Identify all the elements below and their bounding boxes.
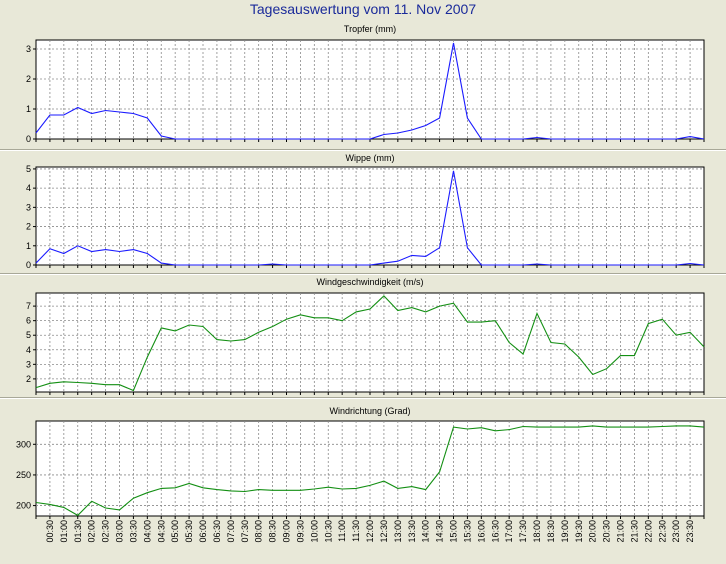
x-tick-label: 12:30: [379, 520, 389, 543]
x-tick-label: 04:00: [142, 520, 152, 543]
x-tick-label: 14:30: [435, 520, 445, 543]
y-tick-label: 1: [26, 104, 31, 114]
chart-title: Tropfer (mm): [344, 24, 396, 34]
x-tick-label: 00:30: [45, 520, 55, 543]
x-tick-label: 10:00: [309, 520, 319, 543]
panel-divider: [0, 397, 726, 399]
x-tick-label: 20:00: [588, 520, 598, 543]
x-tick-label: 18:00: [532, 520, 542, 543]
x-tick-label: 03:00: [115, 520, 125, 543]
x-tick-label: 06:30: [212, 520, 222, 543]
x-tick-label: 18:30: [546, 520, 556, 543]
y-tick-label: 7: [26, 301, 31, 311]
series-line: [35, 425, 705, 517]
y-tick-label: 2: [26, 374, 31, 384]
y-tick-label: 4: [26, 345, 31, 355]
y-tick-label: 200: [16, 501, 31, 511]
x-tick-label: 05:00: [170, 520, 180, 543]
plot-area: [35, 420, 705, 517]
y-tick-label: 1: [26, 241, 31, 251]
y-tick-label: 2: [26, 74, 31, 84]
y-tick-label: 3: [26, 44, 31, 54]
x-tick-label: 04:30: [156, 520, 166, 543]
x-tick-label: 22:00: [643, 520, 653, 543]
x-tick-label: 19:00: [560, 520, 570, 543]
x-tick-label: 02:30: [101, 520, 111, 543]
x-tick-label: 19:30: [574, 520, 584, 543]
x-tick-label: 07:00: [226, 520, 236, 543]
x-tick-label: 05:30: [184, 520, 194, 543]
x-tick-label: 11:00: [337, 520, 347, 542]
x-tick-label: 13:30: [407, 520, 417, 543]
y-tick-label: 3: [26, 202, 31, 212]
x-tick-label: 15:30: [462, 520, 472, 543]
x-tick-label: 13:00: [393, 520, 403, 543]
x-tick-label: 01:30: [73, 520, 83, 543]
chart-title: Windgeschwindigkeit (m/s): [316, 277, 423, 287]
y-tick-label: 300: [16, 439, 31, 449]
chart-title: Wippe (mm): [346, 153, 395, 163]
x-tick-label: 11:30: [351, 520, 361, 542]
x-tick-label: 23:30: [685, 520, 695, 543]
y-tick-label: 2: [26, 222, 31, 232]
x-tick-label: 12:00: [365, 520, 375, 543]
y-tick-label: 6: [26, 316, 31, 326]
x-tick-label: 16:00: [476, 520, 486, 543]
x-tick-label: 03:30: [128, 520, 138, 543]
panel-divider: [0, 149, 726, 151]
x-tick-label: 15:00: [449, 520, 459, 543]
x-tick-label: 08:30: [268, 520, 278, 543]
y-tick-label: 4: [26, 183, 31, 193]
series-line: [35, 295, 705, 392]
x-tick-label: 21:00: [616, 520, 626, 543]
y-tick-label: 5: [26, 330, 31, 340]
x-tick-label: 14:00: [421, 520, 431, 543]
y-tick-label: 0: [26, 134, 31, 144]
series-line: [35, 42, 705, 140]
y-tick-label: 0: [26, 260, 31, 270]
x-tick-label: 10:30: [323, 520, 333, 543]
x-tick-label: 07:30: [240, 520, 250, 543]
chart-title: Windrichtung (Grad): [329, 406, 410, 416]
x-tick-label: 09:00: [282, 520, 292, 543]
x-tick-label: 02:00: [87, 520, 97, 543]
panel-divider: [0, 273, 726, 275]
x-tick-label: 17:30: [518, 520, 528, 543]
x-tick-label: 22:30: [657, 520, 667, 543]
series-line: [35, 170, 705, 266]
y-tick-label: 5: [26, 164, 31, 174]
x-tick-label: 20:30: [602, 520, 612, 543]
x-tick-label: 08:00: [254, 520, 264, 543]
x-tick-label: 21:30: [629, 520, 639, 543]
page-title: Tagesauswertung vom 11. Nov 2007: [249, 1, 477, 17]
x-tick-label: 16:30: [490, 520, 500, 543]
y-tick-label: 250: [16, 470, 31, 480]
x-tick-label: 01:00: [59, 520, 69, 543]
x-tick-label: 09:30: [295, 520, 305, 543]
x-tick-label: 23:00: [671, 520, 681, 543]
y-tick-label: 3: [26, 359, 31, 369]
x-tick-label: 17:00: [504, 520, 514, 543]
x-tick-label: 06:00: [198, 520, 208, 543]
